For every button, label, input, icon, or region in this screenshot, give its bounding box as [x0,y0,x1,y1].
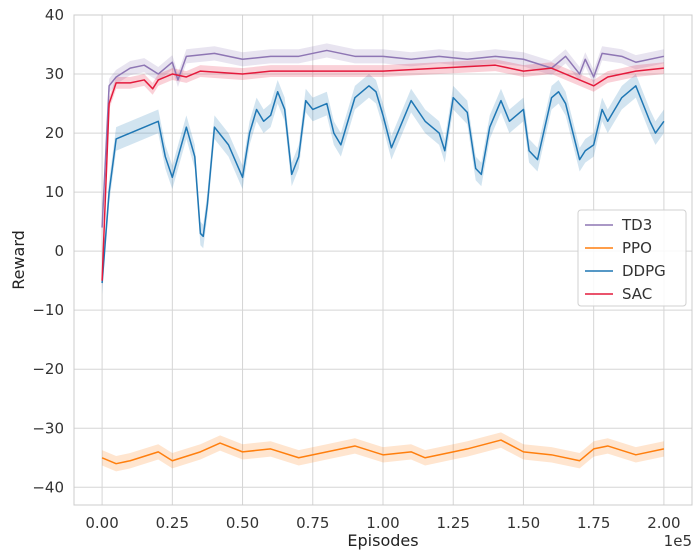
x-tick-label: 1.75 [577,514,610,532]
legend: TD3 PPO DDPG SAC [577,209,687,307]
legend-label-ddpg: DDPG [622,262,666,280]
x-axis-label: Episodes [347,531,418,550]
sac-band [102,59,664,287]
x-tick-label: 0.25 [156,514,189,532]
ddpg-line [101,85,665,284]
td3-line [101,49,665,228]
y-tick-label: −40 [32,478,64,496]
y-tick-label: 30 [45,65,64,83]
y-tick-label: −10 [32,301,64,319]
x-tick-label: 0.00 [85,514,118,532]
sac-line [101,64,664,281]
x-tick-label: 1.00 [366,514,399,532]
y-tick-labels: 40 30 20 10 0 −10 −20 −30 −40 [32,6,64,496]
y-tick-label: −30 [32,419,64,437]
y-tick-label: −20 [32,360,64,378]
legend-box [577,209,687,307]
x-tick-label: 1.50 [507,514,540,532]
ppo-band [102,432,664,472]
y-tick-label: 40 [45,6,64,24]
ppo-line [101,439,665,465]
legend-label-sac: SAC [622,285,652,303]
y-tick-label: 0 [54,242,64,260]
x-tick-label: 0.75 [296,514,329,532]
y-tick-label: 10 [45,183,64,201]
legend-label-ppo: PPO [622,239,652,257]
legend-label-td3: TD3 [621,216,652,234]
series-lines [101,49,665,465]
y-axis-label: Reward [9,230,28,290]
x-scale-label: 1e5 [664,532,692,550]
x-tick-labels: 0.00 0.25 0.50 0.75 1.00 1.25 1.50 1.75 2.00 [85,514,680,532]
x-tick-label: 2.00 [647,514,680,532]
plot-frame [73,14,693,506]
x-tick-label: 1.25 [437,514,470,532]
y-tick-label: 20 [45,124,64,142]
x-tick-label: 0.50 [226,514,259,532]
